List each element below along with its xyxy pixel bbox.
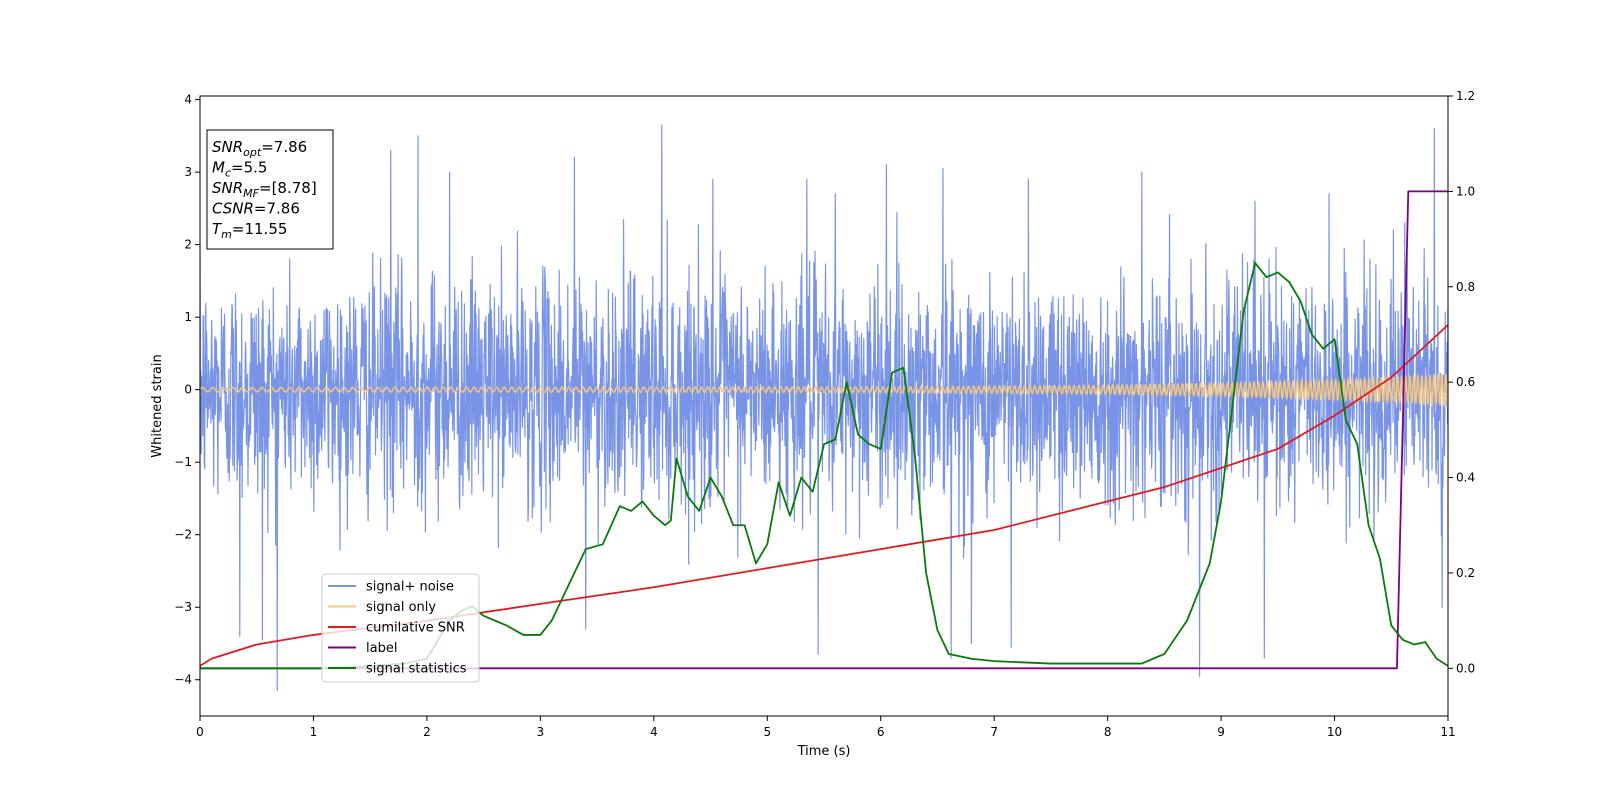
x-tick-label: 5 [763, 725, 771, 739]
info-line: SNRopt=7.86 [212, 138, 307, 159]
x-tick-label: 2 [423, 725, 431, 739]
y2-tick-label: 0.6 [1456, 375, 1475, 389]
info-line: Mc=5.5 [212, 159, 267, 180]
info-line: Tm=11.55 [212, 220, 287, 241]
line-trace [200, 324, 1448, 667]
info-line: CSNR=7.86 [212, 200, 300, 218]
chirp-trace [200, 373, 1448, 408]
x-tick-label: 3 [537, 725, 545, 739]
info-box-frame [206, 129, 334, 250]
legend-label: cumilative SNR [366, 621, 465, 636]
noise-trace [200, 124, 1448, 692]
legend-frame [321, 573, 480, 683]
y-tick-label: −3 [174, 600, 192, 614]
y-tick-label: −4 [174, 673, 192, 687]
y2-tick-label: 0.8 [1456, 280, 1475, 294]
y2-tick-label: 0.4 [1456, 471, 1475, 485]
legend-label: label [366, 641, 397, 656]
info-line: SNRMF=[8.78] [212, 179, 317, 200]
legend-item: signal only [328, 600, 436, 615]
series-signal-only [200, 373, 1448, 408]
line-trace [200, 262, 1448, 670]
x-tick-label: 8 [1104, 725, 1112, 739]
legend: signal+ noise signal only cumilative SNR la… [321, 573, 480, 683]
y-tick-label: 1 [184, 310, 192, 324]
x-axis-label: Time (s) [797, 744, 851, 759]
plot-frame [199, 95, 1449, 717]
x-tick-label: 11 [1440, 725, 1455, 739]
series-cumilative-snr [200, 324, 1448, 667]
legend-label: signal statistics [366, 662, 467, 677]
y2-tick-label: 1.0 [1456, 184, 1475, 198]
x-tick-label: 9 [1217, 725, 1225, 739]
series-signal-statistics [200, 262, 1448, 670]
plot-area [200, 124, 1448, 692]
x-tick-label: 4 [650, 725, 658, 739]
y-tick-label: −1 [174, 455, 192, 469]
series-signal-noise [200, 124, 1448, 692]
series-label [200, 190, 1448, 670]
line-trace [200, 190, 1448, 670]
y2-tick-label: 0.2 [1456, 566, 1475, 580]
y-tick-label: 0 [184, 383, 192, 397]
y-tick-label: 4 [184, 93, 192, 107]
y2-tick-label: 1.2 [1456, 89, 1475, 103]
x-tick-label: 1 [310, 725, 318, 739]
x-tick-label: 0 [196, 725, 204, 739]
y-tick-label: 3 [184, 165, 192, 179]
legend-item: signal statistics [328, 662, 467, 677]
y2-tick-label: 0.0 [1456, 661, 1475, 675]
legend-item: cumilative SNR [328, 621, 465, 636]
x-tick-label: 10 [1327, 725, 1342, 739]
legend-item: label [328, 641, 397, 656]
y-tick-label: 2 [184, 238, 192, 252]
legend-label: signal+ noise [366, 580, 454, 595]
axes: 0 1 2 3 4 5 6 7 8 9 10 11 −4 −3 −2 −1 0 1 2 3 4 0.0 0.2 0.4 0.6 0… [174, 89, 1475, 739]
legend-item: signal+ noise [328, 580, 454, 595]
legend-label: signal only [366, 600, 436, 615]
x-tick-label: 7 [990, 725, 998, 739]
y-axis-label: Whitened strain [150, 354, 165, 457]
x-tick-label: 6 [877, 725, 885, 739]
y-tick-label: −2 [174, 528, 192, 542]
